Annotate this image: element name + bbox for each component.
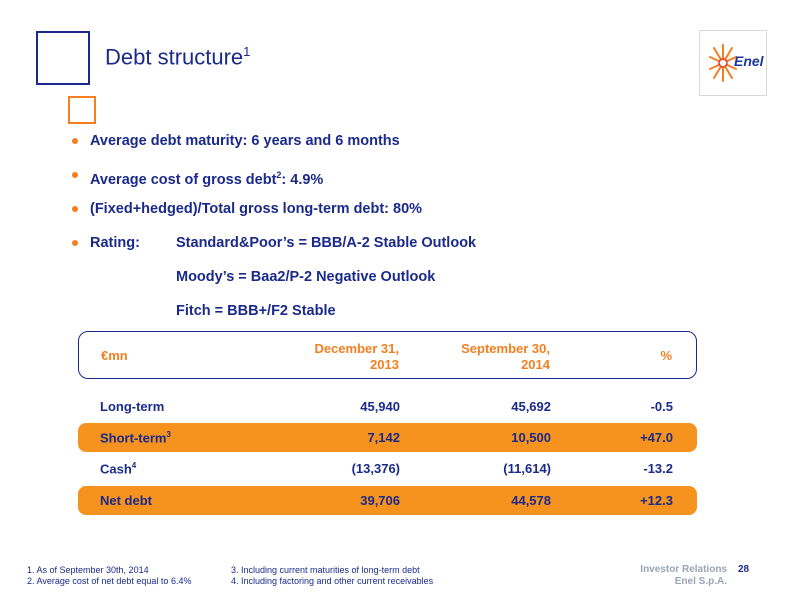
slide-title-footnote-ref: 1 bbox=[243, 44, 251, 59]
footnote-ref: 4 bbox=[131, 461, 137, 470]
row-sep-2014: 45,692 bbox=[511, 399, 551, 414]
row-label: Short-term3 bbox=[100, 430, 171, 446]
page-number: 28 bbox=[738, 564, 750, 575]
enel-logo: Enel bbox=[699, 30, 767, 96]
bullet-text: (Fixed+hedged)/Total gross long-term deb… bbox=[90, 201, 423, 217]
row-dec-2013: 39,706 bbox=[360, 493, 400, 508]
header-dec-2013-line2: 2013 bbox=[370, 357, 399, 372]
footer-company: Investor Relations Enel S.p.A. bbox=[640, 564, 727, 588]
table-header: €mn December 31, 2013 September 30, 2014… bbox=[78, 331, 697, 379]
bullet-dot bbox=[72, 138, 78, 144]
row-percent: -0.5 bbox=[650, 399, 673, 414]
bullet-dot bbox=[72, 240, 78, 246]
bullet-dot bbox=[72, 172, 78, 178]
row-label: Cash4 bbox=[100, 461, 137, 477]
slide-title-text: Debt structure bbox=[105, 44, 244, 70]
footnote-4: 4. Including factoring and other current… bbox=[231, 576, 434, 586]
header-percent: % bbox=[660, 348, 672, 363]
header-sep-2014: September 30, 2014 bbox=[461, 341, 550, 373]
footnote-3: 3. Including current maturities of long-… bbox=[231, 565, 420, 575]
bullet-debt-maturity: Average debt maturity: 6 years and 6 mon… bbox=[72, 128, 752, 162]
header-sep-2014-line1: September 30, bbox=[461, 341, 550, 356]
row-percent: -13.2 bbox=[643, 461, 673, 476]
footnotes-middle: 3. Including current maturities of long-… bbox=[231, 565, 433, 587]
footnote-2: 2. Average cost of net debt equal to 6.4… bbox=[27, 576, 192, 586]
rating-sp: Standard&Poor’s = BBB/A-2 Stable Outlook bbox=[176, 235, 477, 251]
table-row-short-term: Short-term3 7,142 10,500 +47.0 bbox=[78, 423, 697, 452]
rating-fitch: Fitch = BBB+/F2 Stable bbox=[176, 303, 336, 319]
row-dec-2013: (13,376) bbox=[351, 461, 400, 476]
bullet-text: Average cost of gross debt bbox=[90, 171, 277, 188]
logo-wordmark: Enel bbox=[734, 53, 764, 69]
footer-investor-relations: Investor Relations bbox=[640, 564, 727, 575]
decorative-square-orange bbox=[68, 96, 96, 124]
slide-title: Debt structure1 bbox=[105, 44, 250, 70]
row-dec-2013: 45,940 bbox=[360, 399, 400, 414]
row-sep-2014: (11,614) bbox=[503, 461, 551, 476]
bullet-text-value: : 4.9% bbox=[281, 171, 324, 188]
footnote-ref: 3 bbox=[166, 430, 171, 439]
row-sep-2014: 44,578 bbox=[511, 493, 551, 508]
rating-label: Rating: bbox=[90, 235, 140, 251]
bullet-rating: Rating: Standard&Poor’s = BBB/A-2 Stable … bbox=[72, 230, 752, 264]
bullet-list: Average debt maturity: 6 years and 6 mon… bbox=[72, 128, 752, 332]
bullet-fixed-hedged: (Fixed+hedged)/Total gross long-term deb… bbox=[72, 196, 752, 230]
table-row-cash: Cash4 (13,376) (11,614) -13.2 bbox=[78, 454, 697, 483]
row-percent: +47.0 bbox=[640, 430, 673, 445]
decorative-square-blue bbox=[36, 31, 90, 85]
header-sep-2014-line2: 2014 bbox=[521, 357, 550, 372]
footnote-ref: 2 bbox=[276, 170, 282, 180]
bullet-dot bbox=[72, 206, 78, 212]
header-unit: €mn bbox=[101, 348, 128, 363]
bullet-cost-gross-debt: Average cost of gross debt2: 4.9% bbox=[72, 162, 752, 196]
row-label: Long-term bbox=[100, 399, 165, 414]
table-row-net-debt: Net debt 39,706 44,578 +12.3 bbox=[78, 486, 697, 515]
row-sep-2014: 10,500 bbox=[511, 430, 551, 445]
table-row-long-term: Long-term 45,940 45,692 -0.5 bbox=[78, 392, 697, 421]
footnotes-left: 1. As of September 30th, 2014 2. Average… bbox=[27, 565, 191, 587]
row-percent: +12.3 bbox=[640, 493, 673, 508]
row-dec-2013: 7,142 bbox=[367, 430, 400, 445]
enel-sun-logo-icon bbox=[709, 44, 737, 82]
rating-moodys: Moody’s = Baa2/P-2 Negative Outlook bbox=[176, 269, 436, 285]
footnote-1: 1. As of September 30th, 2014 bbox=[27, 565, 149, 575]
row-label: Net debt bbox=[100, 493, 152, 508]
header-dec-2013: December 31, 2013 bbox=[314, 341, 399, 373]
header-dec-2013-line1: December 31, bbox=[314, 341, 399, 356]
bullet-text: Average debt maturity: 6 years and 6 mon… bbox=[90, 133, 400, 149]
footer-company-name: Enel S.p.A. bbox=[674, 576, 727, 587]
